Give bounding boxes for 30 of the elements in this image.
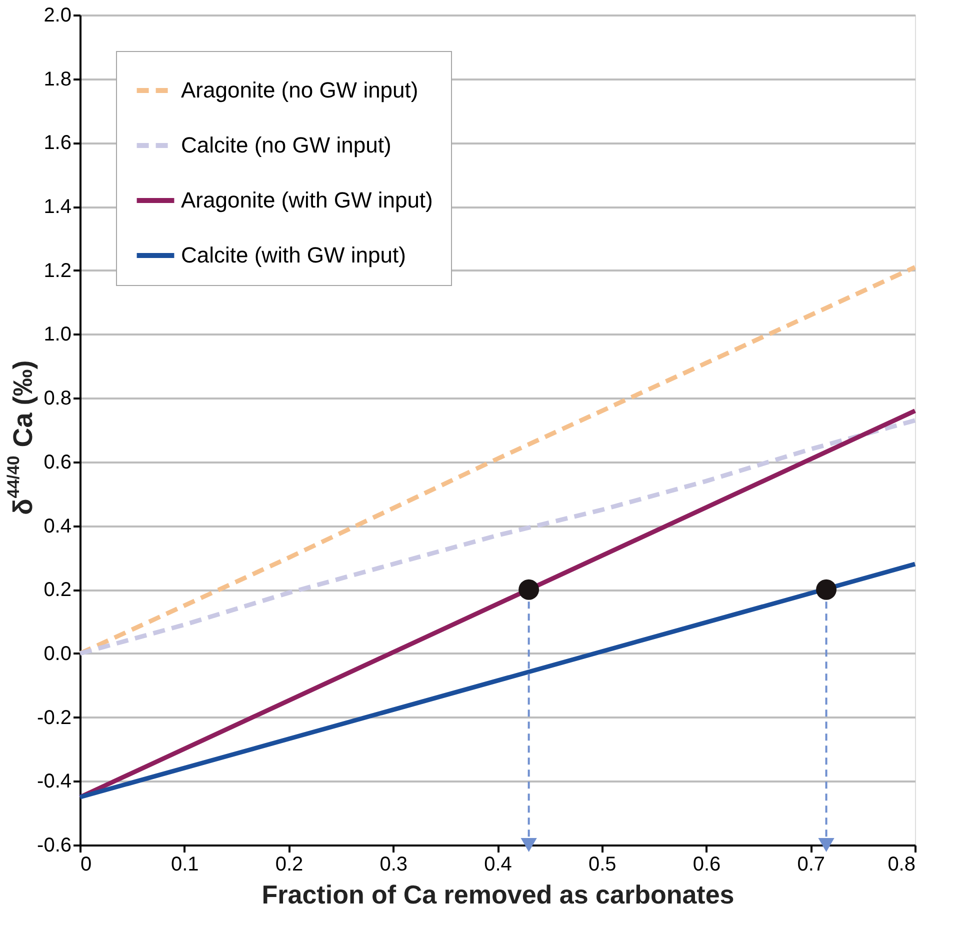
legend-label: Calcite (no GW input): [181, 132, 392, 158]
y-tick-label: 1.2: [44, 260, 72, 282]
y-tick-label: 1.8: [44, 68, 72, 90]
line-series: [78, 418, 918, 656]
y-tick-label: 1.0: [44, 324, 72, 346]
y-tick-label: 0.0: [44, 642, 72, 665]
y-tick-label: -0.2: [37, 706, 72, 729]
x-tick-label: 0.3: [380, 854, 408, 876]
x-tick-label: 0.7: [797, 854, 826, 876]
x-tick-label: 0.5: [588, 854, 616, 876]
x-axis-title: Fraction of Ca removed as carbonates: [262, 880, 734, 910]
x-tick-label: 0.6: [692, 854, 721, 876]
x-tick-label: 0.2: [275, 854, 304, 876]
y-tick-label: 2.0: [44, 4, 72, 26]
y-tick-label: 1.6: [44, 132, 72, 154]
x-tick-label: 0.4: [484, 854, 512, 876]
y-tick-label: -0.4: [37, 770, 72, 793]
x-tick-label: 0.1: [170, 854, 199, 876]
y-axis-title: δ44/40Ca (‰): [4, 360, 38, 515]
y-tick-label: 0.6: [44, 451, 72, 474]
legend-label: Calcite (with GW input): [181, 242, 406, 268]
legend-label: Aragonite (with GW input): [181, 188, 433, 212]
y-tick-label: -0.6: [37, 834, 72, 856]
x-tick-label: 0.8: [888, 854, 916, 876]
y-tick-label: 0.4: [44, 515, 72, 538]
y-tick-label: 0.8: [44, 388, 72, 410]
y-tick-label: 0.2: [44, 579, 72, 602]
legend-label: Aragonite (no GW input): [181, 78, 418, 102]
x-tick-label: 0: [80, 854, 92, 876]
y-tick-label: 1.4: [44, 196, 72, 218]
